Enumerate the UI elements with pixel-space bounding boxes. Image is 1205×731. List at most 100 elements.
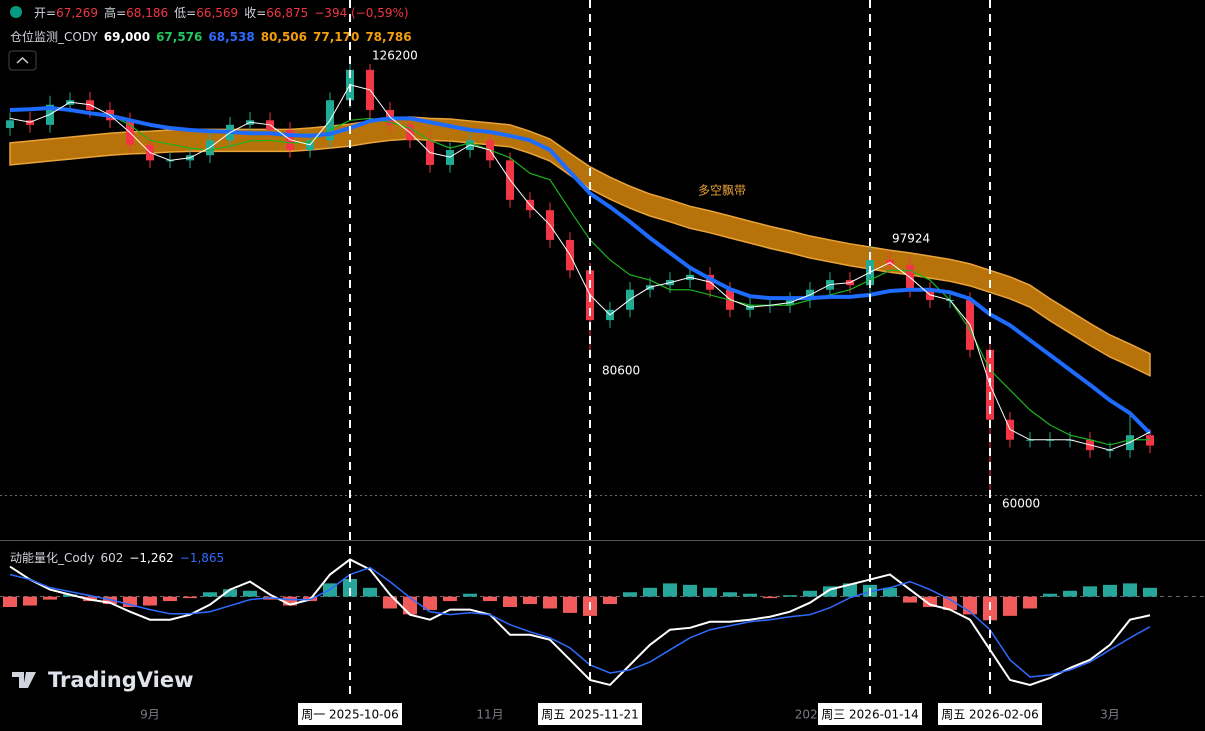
histogram-bar: [3, 596, 17, 607]
oscillator-value: 602: [100, 551, 123, 565]
x-tick-label: 3月: [1100, 708, 1120, 722]
histogram-bar: [683, 584, 697, 597]
histogram-bar: [643, 587, 657, 597]
histogram-bar: [483, 596, 497, 602]
histogram-bar: [543, 596, 557, 609]
histogram-bar: [623, 592, 637, 597]
histogram-bar: [1023, 596, 1037, 609]
indicator-value: 77,170: [313, 30, 359, 44]
histogram-bar: [903, 596, 917, 603]
watermark-text: TradingView: [48, 668, 193, 692]
oscillator-name: 动能量化_Cody: [10, 551, 94, 565]
chevron-icon[interactable]: [16, 56, 29, 64]
button-frame[interactable]: [8, 50, 37, 71]
indicator-value: 67,576: [156, 30, 202, 44]
histogram-bar: [403, 596, 417, 615]
histogram-bar: [183, 596, 197, 599]
change: −394 (−0,59%): [314, 6, 408, 20]
x-tick-label: 9月: [140, 708, 160, 722]
ma-line: [9, 105, 1152, 435]
histogram-bar: [943, 596, 957, 610]
histogram-bar: [1123, 583, 1137, 597]
histogram-bar: [663, 583, 677, 597]
ohlc-label: 低=: [174, 6, 196, 20]
indicator-value: 68,538: [208, 30, 254, 44]
histogram-bar: [603, 596, 617, 605]
candle-body: [1146, 435, 1154, 446]
oscillator-line: [9, 566, 1151, 678]
date-label: 周五 2025-11-21: [541, 708, 639, 722]
price-annotation: 126200: [372, 49, 418, 63]
histogram-bar: [803, 590, 817, 597]
histogram-bar: [1003, 596, 1017, 616]
oscillator-value: −1,262: [129, 551, 173, 565]
histogram-bar: [123, 596, 137, 607]
oscillator-value: −1,865: [180, 551, 224, 565]
histogram-bar: [223, 589, 237, 597]
histogram-bar: [383, 596, 397, 609]
band-label: 多空飘带: [698, 184, 746, 198]
price-annotation: 80600: [602, 363, 640, 377]
price-annotation: 60000: [1002, 497, 1040, 511]
x-tick-label: 11月: [476, 708, 503, 722]
ohlc-value: 67,269: [56, 6, 98, 20]
date-label-box: [818, 703, 922, 725]
indicator-name: 仓位监测_CODY: [10, 29, 98, 44]
indicator-value: 78,786: [365, 30, 411, 44]
histogram-bar: [423, 596, 437, 610]
histogram-bar: [883, 587, 897, 597]
histogram-bar: [1043, 593, 1057, 597]
histogram-bar: [1063, 590, 1077, 597]
collapse-button[interactable]: [8, 50, 37, 71]
histogram-bar: [703, 587, 717, 597]
ohlc-header: 开=67,269 高=68,186 低=66,569 收=66,875 −394 (−0…: [34, 5, 409, 20]
ma-line: [9, 84, 1151, 451]
histogram-bar: [503, 596, 517, 607]
histogram-bar: [243, 590, 257, 597]
status-dot: [10, 6, 22, 18]
ohlc-value: 66,875: [266, 6, 308, 20]
date-label: 周五 2026-02-06: [941, 708, 1039, 722]
date-label: 周三 2026-01-14: [821, 708, 919, 722]
x-tick-label: 2026: [795, 708, 826, 722]
histogram-bar: [1083, 586, 1097, 597]
watermark: TradingView: [12, 668, 193, 692]
histogram-bar: [1143, 587, 1157, 597]
histogram-bar: [783, 595, 797, 597]
histogram-bar: [843, 583, 857, 597]
ohlc-label: 开=: [34, 6, 56, 20]
ohlc-value: 68,186: [126, 6, 168, 20]
histogram-bar: [463, 593, 477, 597]
date-label-box: [938, 703, 1042, 725]
histogram-bar: [743, 593, 757, 597]
histogram-bar: [1103, 584, 1117, 597]
histogram-bar: [43, 596, 57, 600]
histogram-bar: [343, 578, 357, 597]
histogram-bar: [723, 592, 737, 597]
histogram-bar: [163, 596, 177, 602]
date-label-box: [298, 703, 402, 725]
date-label-box: [538, 703, 642, 725]
histogram-bar: [203, 592, 217, 597]
ohlc-label: 收=: [244, 6, 266, 20]
ohlc-label: 高=: [104, 5, 126, 20]
histogram-bar: [763, 596, 777, 599]
ma-line: [9, 107, 1150, 446]
histogram-bar: [823, 586, 837, 597]
histogram-bar: [143, 596, 157, 606]
oscillator-line: [9, 558, 1151, 687]
candle-body: [6, 120, 14, 129]
ohlc-value: 66,569: [196, 6, 238, 20]
logo-icon: [12, 672, 36, 688]
indicator-legend: 仓位监测_CODY 69,000 67,576 68,538 80,506 77,170 7…: [10, 29, 412, 44]
price-annotation: 97924: [892, 231, 930, 245]
histogram-bar: [283, 596, 297, 606]
histogram-bar: [363, 587, 377, 597]
histogram-bar: [563, 596, 577, 613]
histogram-bar: [443, 596, 457, 602]
indicator-value: 69,000: [104, 30, 150, 44]
date-label: 周一 2025-10-06: [301, 708, 399, 722]
histogram-bar: [523, 596, 537, 605]
